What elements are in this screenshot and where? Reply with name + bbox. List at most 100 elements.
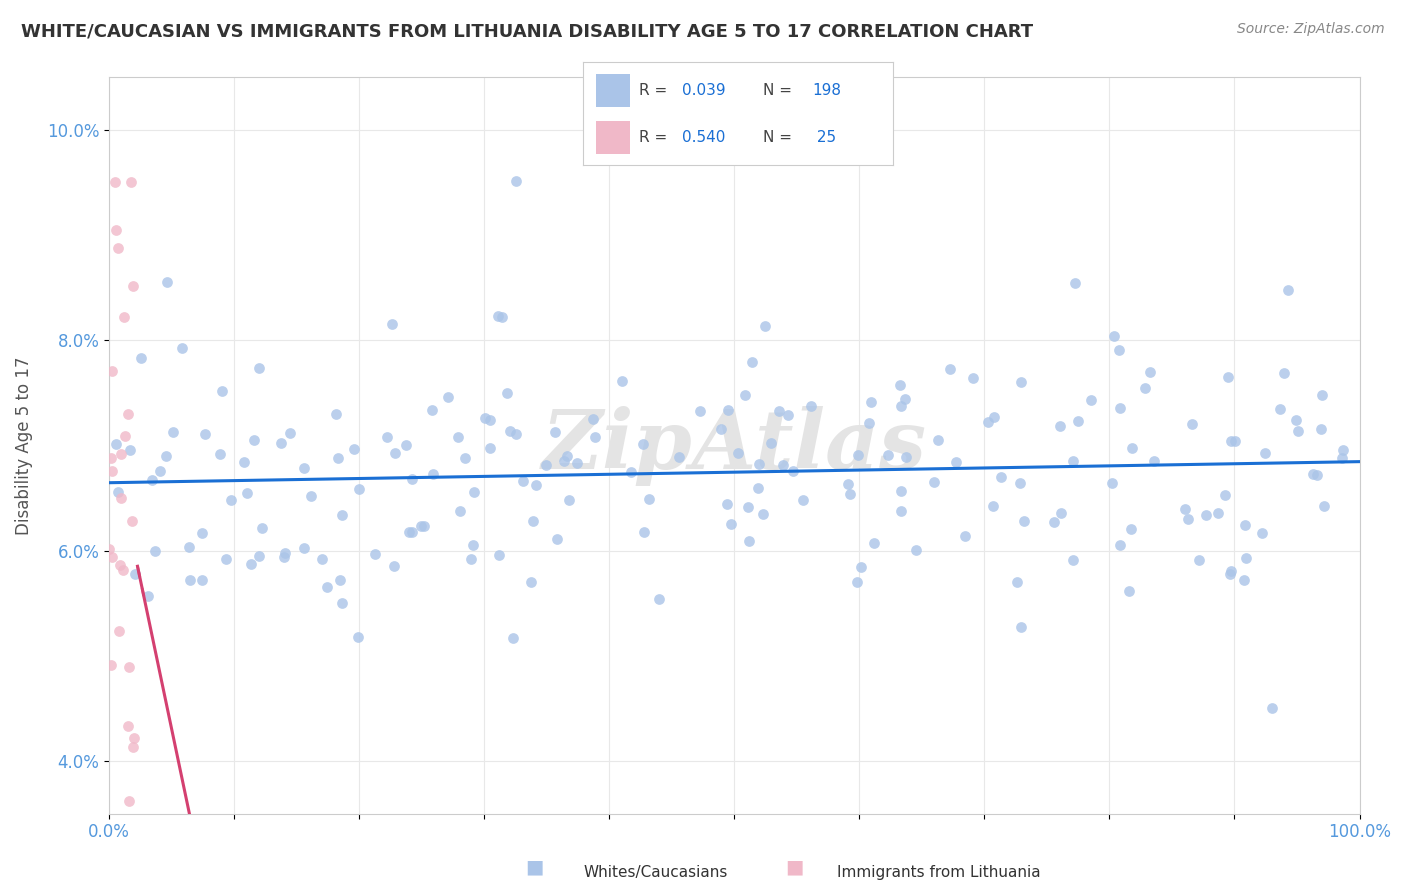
Point xyxy=(524,477,547,491)
Point xyxy=(422,467,444,481)
Point xyxy=(478,413,501,427)
Point xyxy=(332,596,354,610)
Point xyxy=(240,557,263,571)
Point xyxy=(120,175,142,189)
Text: R =: R = xyxy=(640,130,672,145)
Point xyxy=(838,487,860,501)
Point xyxy=(381,317,404,331)
Point xyxy=(101,464,124,478)
Point xyxy=(1302,467,1324,481)
Point xyxy=(491,310,513,325)
Point xyxy=(179,573,201,587)
Point xyxy=(977,415,1000,429)
Point xyxy=(648,592,671,607)
Point xyxy=(717,402,740,417)
Point xyxy=(495,386,517,401)
Point xyxy=(512,474,534,488)
Point xyxy=(118,794,141,808)
Point xyxy=(558,492,581,507)
Point xyxy=(1260,701,1282,715)
Text: Source: ZipAtlas.com: Source: ZipAtlas.com xyxy=(1237,22,1385,37)
Point xyxy=(325,408,347,422)
Point xyxy=(1254,446,1277,460)
Point xyxy=(395,438,418,452)
Point xyxy=(121,514,143,528)
Point xyxy=(141,473,163,487)
Point xyxy=(553,453,575,467)
Point xyxy=(1313,500,1336,514)
Point xyxy=(534,458,557,472)
Point xyxy=(1067,414,1090,428)
Text: N =: N = xyxy=(763,130,797,145)
Point xyxy=(668,450,690,464)
Point xyxy=(250,521,273,535)
Point xyxy=(612,374,634,388)
Point xyxy=(117,719,139,733)
Point xyxy=(889,377,911,392)
Point xyxy=(278,425,301,440)
Point xyxy=(689,404,711,418)
Point xyxy=(1142,454,1164,468)
Point xyxy=(782,463,804,477)
Point xyxy=(633,524,655,539)
Point xyxy=(149,464,172,478)
Point xyxy=(170,342,193,356)
Point xyxy=(727,446,749,460)
Point xyxy=(849,559,872,574)
Point xyxy=(583,430,606,444)
Point xyxy=(486,309,509,323)
Point xyxy=(631,436,654,450)
Point xyxy=(1005,574,1028,589)
Point xyxy=(945,455,967,469)
Point xyxy=(247,549,270,563)
Point xyxy=(1108,343,1130,358)
Point xyxy=(363,547,385,561)
Point xyxy=(1014,514,1036,528)
Point xyxy=(499,424,522,438)
Point xyxy=(748,457,770,471)
Point xyxy=(191,526,214,541)
Point xyxy=(401,525,423,540)
Point xyxy=(463,484,485,499)
Point xyxy=(208,447,231,461)
Point xyxy=(638,492,661,507)
Point xyxy=(1101,476,1123,491)
Point xyxy=(522,514,544,528)
Point xyxy=(792,493,814,508)
Point xyxy=(1220,434,1243,449)
Text: WHITE/CAUCASIAN VS IMMIGRANTS FROM LITHUANIA DISABILITY AGE 5 TO 17 CORRELATION : WHITE/CAUCASIAN VS IMMIGRANTS FROM LITHU… xyxy=(21,22,1033,40)
Point xyxy=(110,447,132,461)
Point xyxy=(1305,468,1327,483)
Point xyxy=(1270,402,1292,417)
Point xyxy=(413,519,436,533)
Point xyxy=(1272,366,1295,380)
Bar xyxy=(596,74,630,106)
Point xyxy=(124,567,146,582)
Point xyxy=(1208,506,1230,520)
Point xyxy=(243,433,266,447)
Point xyxy=(329,574,352,588)
Point xyxy=(1109,401,1132,415)
Point xyxy=(211,384,233,399)
Point xyxy=(311,551,333,566)
Point xyxy=(1234,551,1257,566)
Point xyxy=(194,426,217,441)
Point xyxy=(343,442,366,457)
Point xyxy=(890,400,912,414)
Point xyxy=(505,427,527,442)
Point xyxy=(1284,413,1306,427)
Point xyxy=(1310,388,1333,402)
Point xyxy=(299,489,322,503)
Point xyxy=(981,499,1004,513)
Point xyxy=(177,540,200,554)
Point xyxy=(409,518,432,533)
Point xyxy=(117,407,139,421)
Point xyxy=(420,403,443,417)
Point xyxy=(454,450,477,465)
Point xyxy=(720,516,742,531)
Point xyxy=(620,465,643,479)
Point xyxy=(114,428,136,442)
Point xyxy=(858,416,880,430)
Point xyxy=(990,470,1012,484)
Point xyxy=(460,552,482,566)
